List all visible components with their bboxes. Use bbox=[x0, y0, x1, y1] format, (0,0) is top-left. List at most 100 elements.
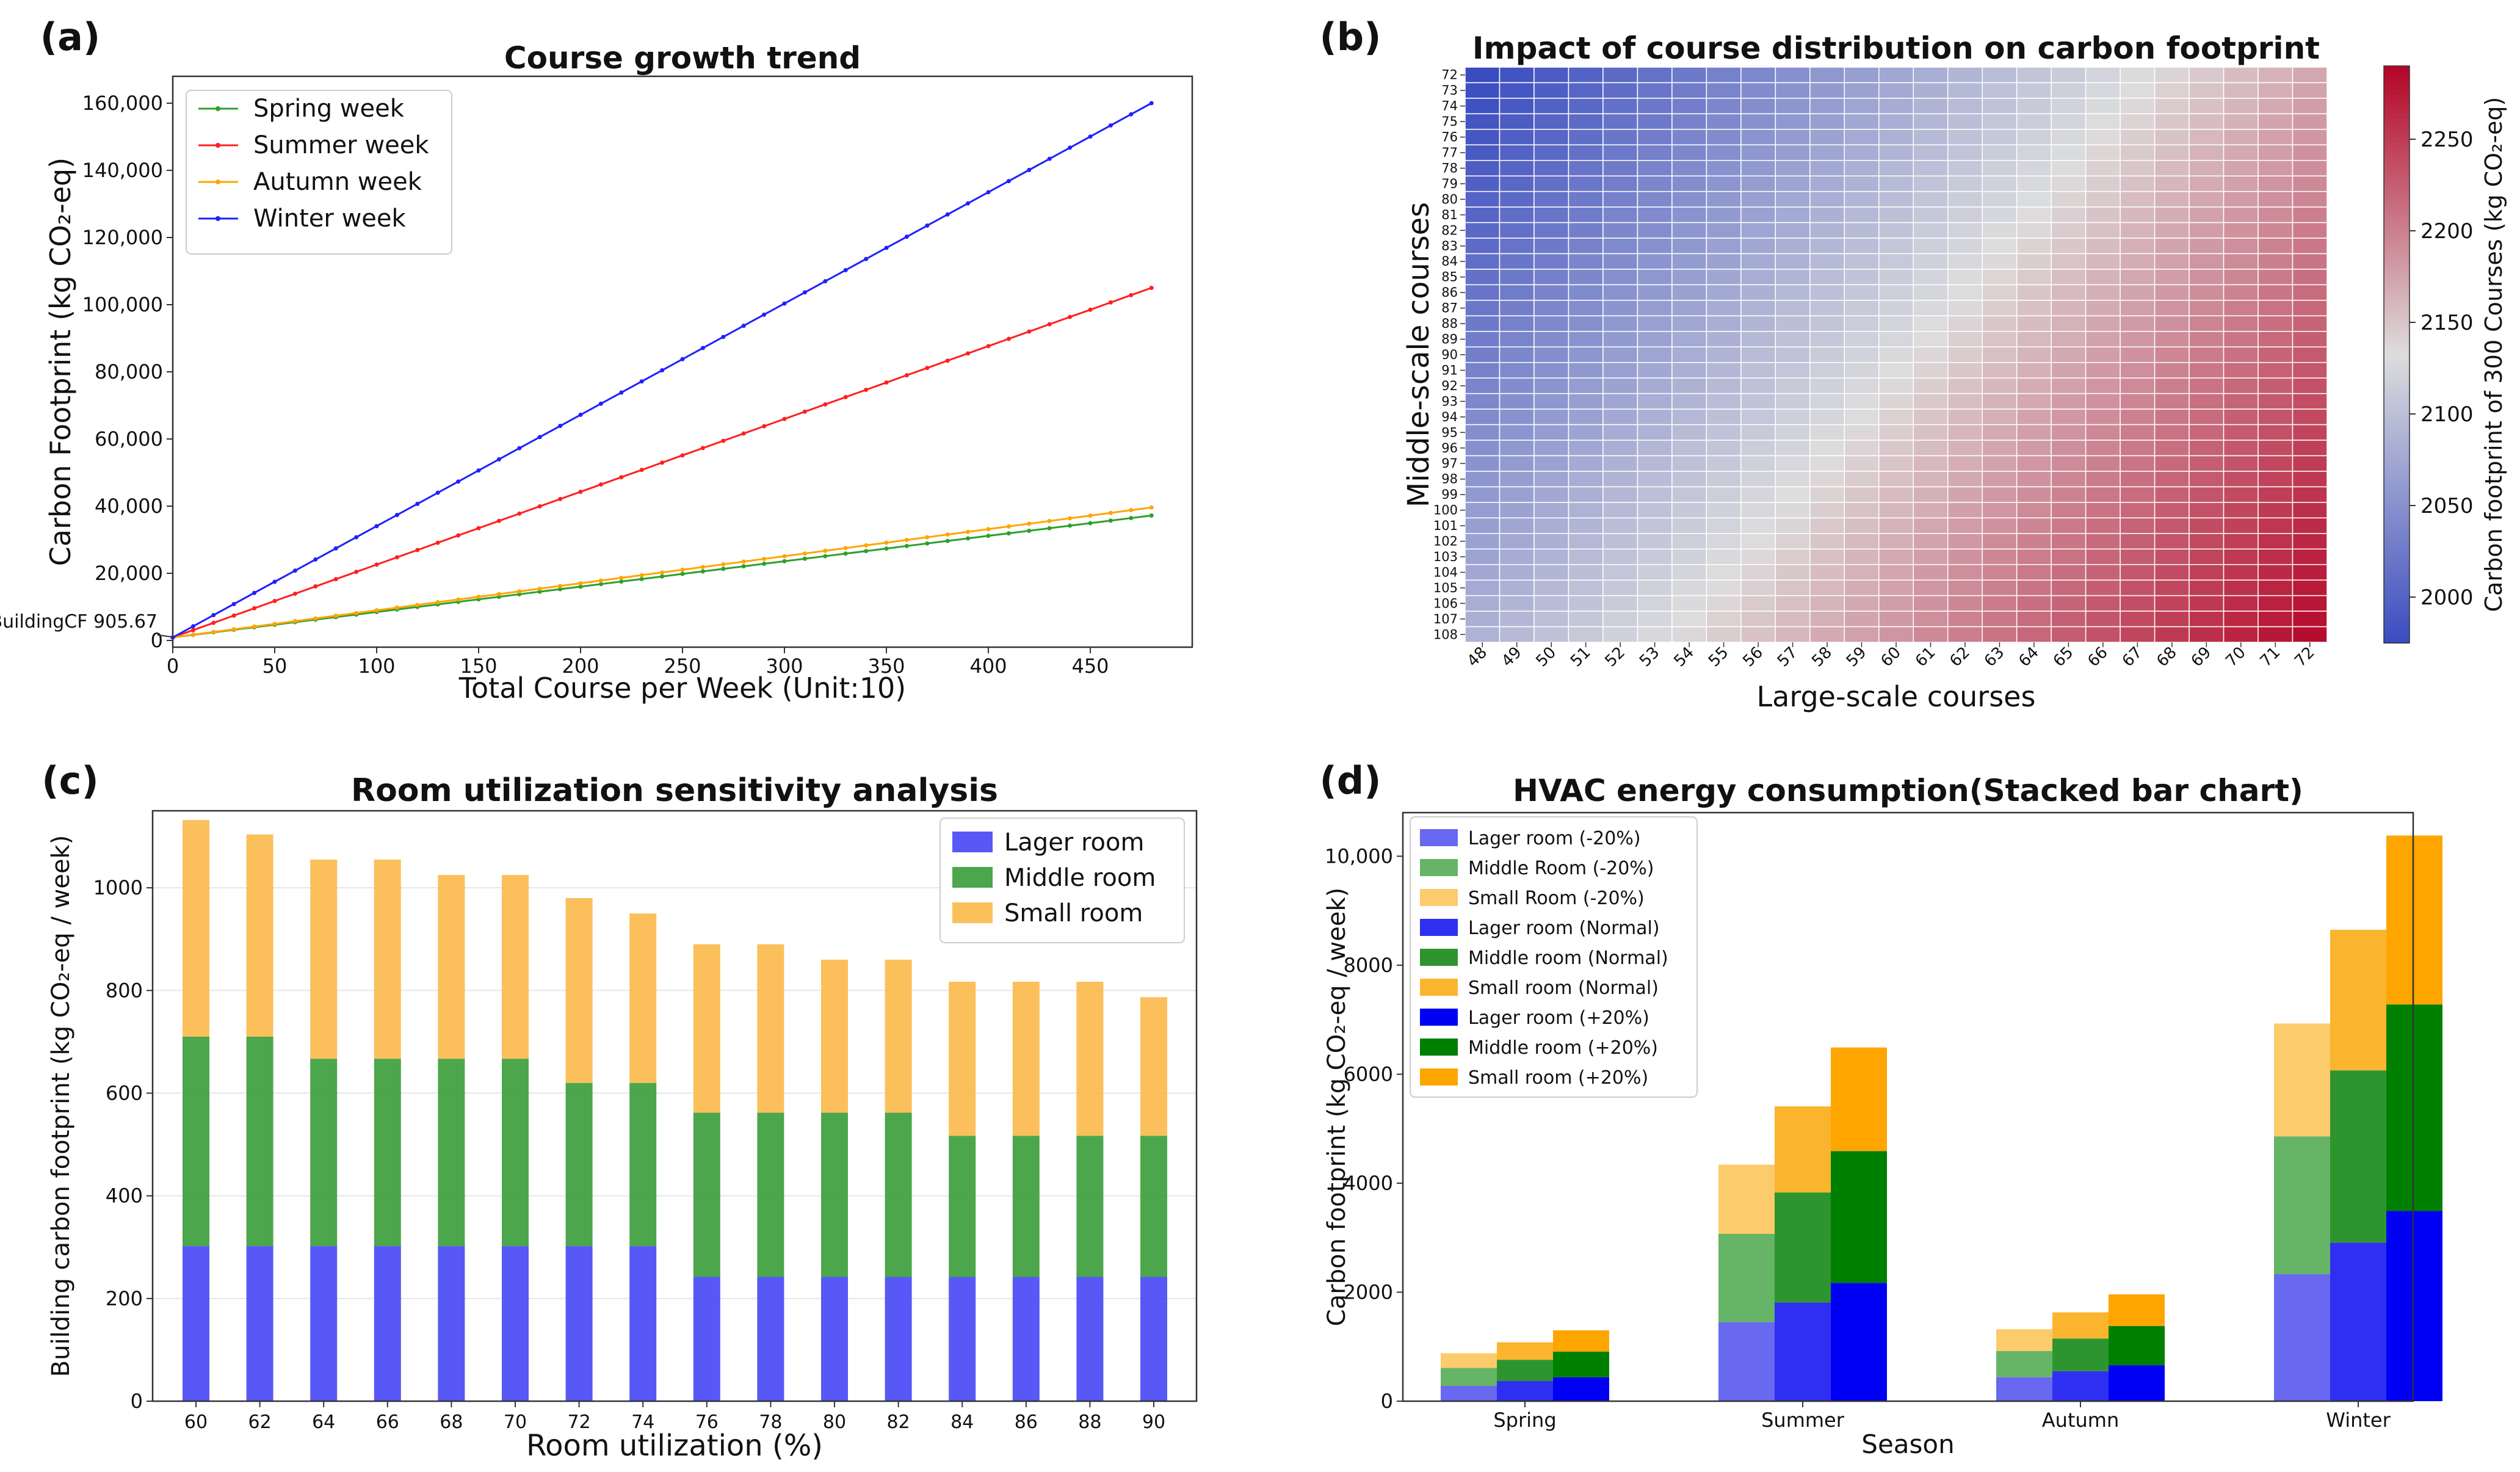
b-colorbar-segment bbox=[2384, 287, 2410, 293]
a-series-point bbox=[231, 627, 236, 632]
b-heatmap-cell bbox=[1706, 471, 1742, 488]
b-heatmap-cell bbox=[2292, 579, 2328, 596]
b-heatmap-cell bbox=[2292, 67, 2328, 84]
a-series-point bbox=[292, 568, 297, 573]
b-heatmap-cell bbox=[1809, 517, 1845, 534]
b-xtick-label: 49 bbox=[1498, 644, 1526, 671]
b-heatmap-cell bbox=[1465, 408, 1501, 426]
a-ytick-label: 120,000 bbox=[82, 226, 163, 249]
b-heatmap-cell bbox=[2085, 253, 2121, 270]
a-series-point bbox=[272, 622, 277, 626]
b-heatmap-cell bbox=[1671, 455, 1707, 472]
b-heatmap-cell bbox=[1602, 237, 1638, 255]
b-heatmap-cell bbox=[1637, 517, 1673, 534]
d-xtick-label: Spring bbox=[1493, 1409, 1556, 1432]
b-colorbar-segment bbox=[2384, 205, 2410, 211]
a-series-point bbox=[986, 527, 991, 532]
a-series-point bbox=[231, 613, 236, 618]
b-heatmap-cell bbox=[2189, 517, 2225, 534]
d-bar-segment-g2-s0 bbox=[1553, 1377, 1609, 1401]
b-heatmap-cell bbox=[2189, 424, 2225, 441]
a-series-point bbox=[537, 586, 542, 591]
b-heatmap-cell bbox=[2016, 424, 2052, 441]
b-heatmap-cell bbox=[1671, 533, 1707, 549]
b-heatmap-cell bbox=[1740, 346, 1776, 363]
panel-letter-b: (b) bbox=[1319, 15, 1381, 59]
b-heatmap-cell bbox=[1740, 393, 1776, 410]
a-series-point bbox=[843, 546, 848, 551]
b-heatmap-cell bbox=[1465, 284, 1501, 301]
b-heatmap-cell bbox=[1499, 595, 1535, 612]
b-heatmap-cell bbox=[1947, 98, 1983, 115]
b-heatmap-cell bbox=[1844, 206, 1880, 223]
b-heatmap-cell bbox=[2154, 331, 2190, 348]
b-ytick-label: 91 bbox=[1441, 363, 1458, 377]
b-heatmap-cell bbox=[1913, 455, 1949, 472]
b-heatmap-cell bbox=[1465, 455, 1501, 472]
b-heatmap-cell bbox=[1568, 113, 1604, 130]
b-heatmap-cell bbox=[1775, 486, 1811, 503]
b-heatmap-cell bbox=[2085, 269, 2121, 286]
b-ytick-label: 84 bbox=[1441, 254, 1458, 269]
b-heatmap-cell bbox=[1913, 206, 1949, 223]
c-bar-segment-0 bbox=[565, 1246, 593, 1401]
b-ytick-label: 101 bbox=[1433, 518, 1458, 533]
b-heatmap-cell bbox=[2085, 377, 2121, 394]
b-colorbar-segment bbox=[2384, 354, 2410, 360]
b-colorbar-segment bbox=[2384, 479, 2410, 485]
b-colorbar-segment bbox=[2384, 436, 2410, 442]
b-heatmap-cell bbox=[1844, 67, 1880, 84]
b-heatmap-cell bbox=[1947, 517, 1983, 534]
b-heatmap-cell bbox=[1499, 82, 1535, 99]
b-heatmap-cell bbox=[1878, 440, 1914, 457]
b-heatmap-cell bbox=[2016, 595, 2052, 612]
b-xtick-label: 72 bbox=[2291, 644, 2319, 671]
b-heatmap-cell bbox=[1706, 361, 1742, 379]
b-heatmap-cell bbox=[1533, 315, 1570, 332]
b-heatmap-cell bbox=[1913, 424, 1949, 441]
b-heatmap-cell bbox=[2120, 98, 2156, 115]
b-heatmap-cell bbox=[1568, 144, 1604, 161]
a-series-point bbox=[578, 581, 583, 586]
a-series-point bbox=[762, 312, 767, 317]
b-heatmap-cell bbox=[1809, 361, 1845, 379]
c-bar-segment-0 bbox=[821, 1277, 848, 1401]
b-ytick-label: 87 bbox=[1441, 301, 1458, 316]
b-heatmap-cell bbox=[2292, 253, 2328, 270]
a-series-point bbox=[680, 357, 685, 361]
b-heatmap-cell bbox=[2120, 269, 2156, 286]
a-series-point bbox=[782, 416, 787, 421]
d-legend-label: Small Room (-20%) bbox=[1468, 888, 1645, 909]
b-colorbar-segment bbox=[2384, 200, 2410, 206]
b-heatmap-cell bbox=[1499, 393, 1535, 410]
b-heatmap-cell bbox=[1844, 424, 1880, 441]
b-heatmap-cell bbox=[2223, 190, 2259, 208]
b-heatmap-cell bbox=[1465, 533, 1501, 549]
b-heatmap-cell bbox=[1533, 440, 1570, 457]
b-heatmap-cell bbox=[1637, 502, 1673, 519]
b-heatmap-cell bbox=[1947, 160, 1983, 176]
c-legend-label: Lager room bbox=[1004, 828, 1144, 857]
b-heatmap-cell bbox=[1913, 471, 1949, 488]
b-heatmap-cell bbox=[1706, 455, 1742, 472]
b-heatmap-cell bbox=[1844, 113, 1880, 130]
b-colorbar-segment bbox=[2384, 123, 2410, 129]
a-series-point bbox=[619, 475, 624, 480]
b-heatmap-cell bbox=[1809, 548, 1845, 565]
d-bar-segment-g1-s2 bbox=[2052, 1312, 2109, 1339]
a-series-point bbox=[231, 601, 236, 606]
b-heatmap-cell bbox=[2051, 160, 2087, 176]
b-heatmap-cell bbox=[1465, 471, 1501, 488]
a-series-point bbox=[476, 595, 481, 600]
b-heatmap-cell bbox=[2016, 269, 2052, 286]
b-colorbar-segment bbox=[2384, 321, 2410, 327]
b-heatmap-cell bbox=[1568, 377, 1604, 394]
a-series-point bbox=[558, 584, 563, 589]
b-heatmap-cell bbox=[2085, 361, 2121, 379]
a-series-point bbox=[680, 571, 685, 576]
b-heatmap-cell bbox=[2189, 331, 2225, 348]
a-series-point bbox=[884, 540, 889, 545]
b-heatmap-cell bbox=[1602, 424, 1638, 441]
b-heatmap-cell bbox=[2085, 331, 2121, 348]
d-axes-frame bbox=[1402, 811, 2414, 1402]
